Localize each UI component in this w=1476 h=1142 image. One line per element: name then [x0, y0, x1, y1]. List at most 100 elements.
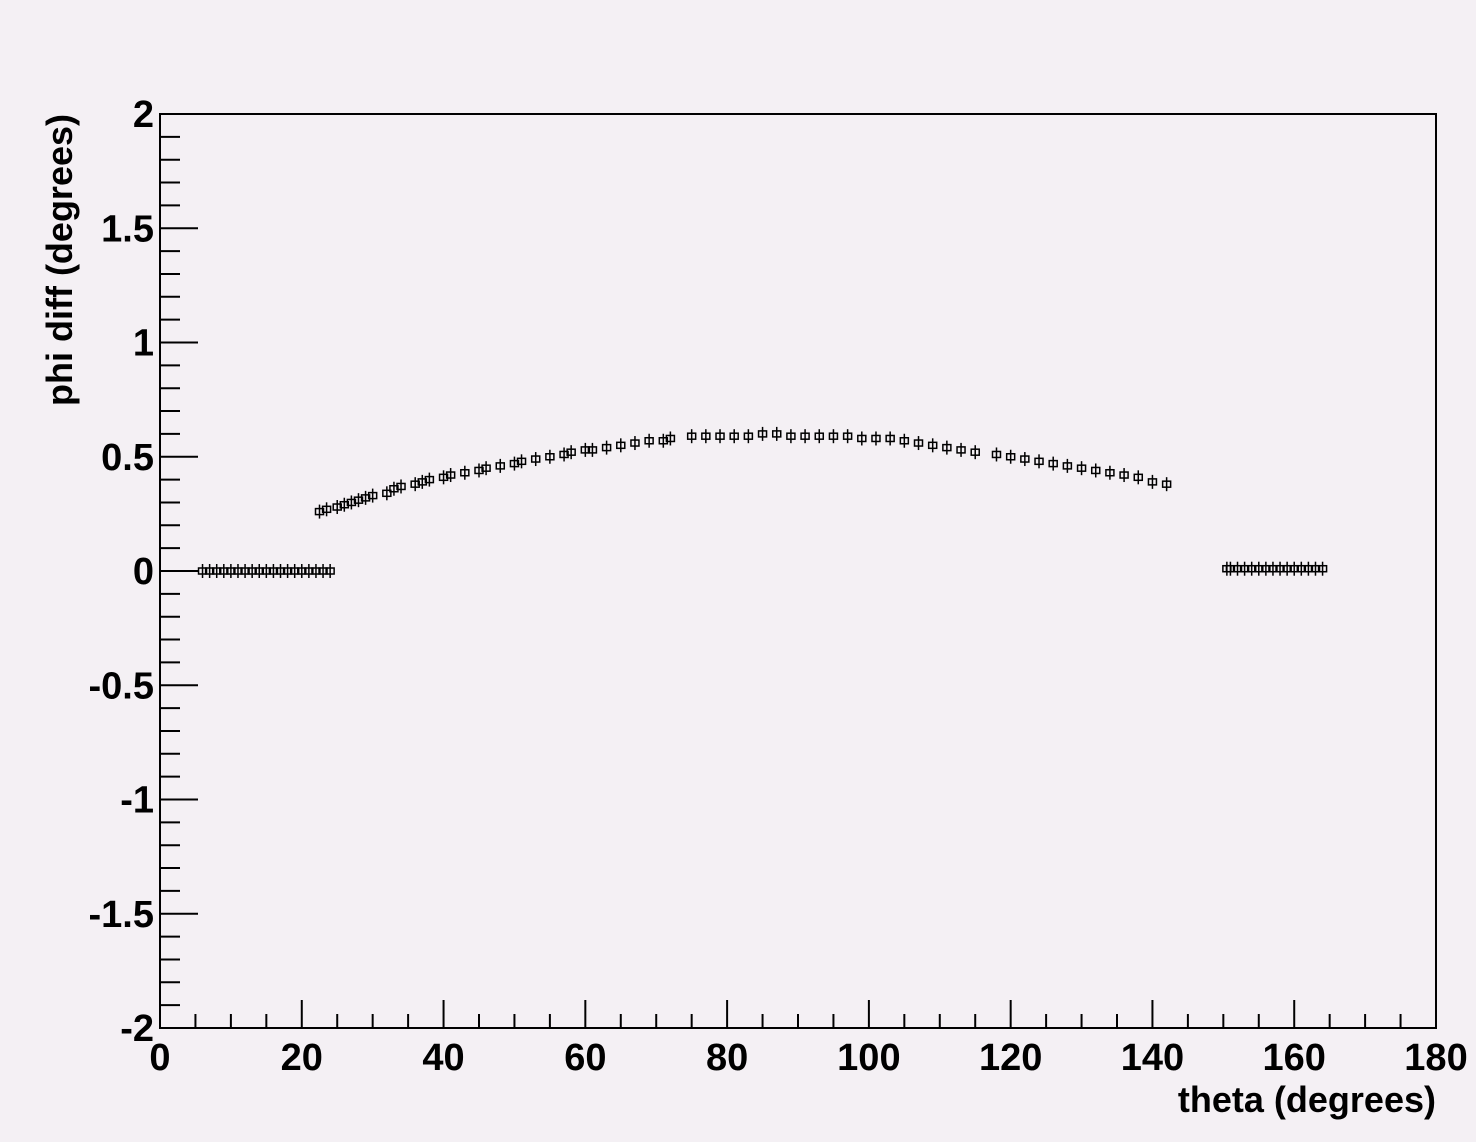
data-point: [325, 564, 335, 578]
point-marker: [311, 567, 321, 575]
data-point: [1310, 561, 1321, 576]
x-tick-label: 80: [706, 1037, 748, 1079]
point-marker: [1048, 459, 1058, 468]
point-marker: [268, 567, 279, 575]
data-point: [1317, 561, 1328, 576]
data-point: [396, 479, 406, 494]
point-marker: [1005, 453, 1016, 461]
data-point: [481, 461, 491, 476]
x-tick-label: 140: [1121, 1037, 1184, 1079]
y-tick-label: 0.5: [101, 437, 154, 479]
data-point: [1034, 454, 1044, 469]
x-axis-ticks: [159, 1000, 1437, 1028]
point-marker: [1232, 564, 1243, 573]
data-point: [1254, 561, 1264, 576]
data-point: [1289, 561, 1299, 576]
data-point: [204, 564, 215, 578]
point-marker: [970, 448, 980, 456]
data-point: [289, 564, 300, 578]
data-point: [1076, 461, 1087, 476]
scatter-points: [197, 426, 1328, 578]
data-point: [268, 564, 279, 578]
data-point: [1282, 561, 1292, 576]
data-point: [321, 502, 332, 517]
point-marker: [1147, 478, 1158, 486]
point-marker: [587, 446, 598, 454]
point-marker: [1289, 564, 1299, 573]
data-point: [1020, 452, 1030, 467]
point-marker: [842, 432, 853, 440]
data-point: [233, 564, 243, 578]
y-tick-label: -1.5: [89, 894, 154, 936]
data-point: [771, 426, 782, 441]
point-marker: [942, 443, 952, 452]
data-point: [1296, 561, 1307, 576]
data-point: [942, 440, 952, 455]
point-marker: [715, 432, 725, 440]
data-point: [297, 564, 307, 578]
point-marker: [1303, 564, 1314, 573]
data-point: [899, 433, 910, 448]
data-point: [715, 429, 725, 444]
x-tick-label: 100: [837, 1037, 900, 1079]
point-marker: [1268, 564, 1278, 573]
data-point: [743, 429, 754, 444]
point-marker: [481, 464, 491, 472]
point-marker: [1020, 455, 1030, 463]
point-marker: [1246, 564, 1257, 573]
data-point: [786, 429, 796, 444]
point-marker: [1310, 564, 1321, 573]
data-point: [616, 438, 626, 453]
y-tick-label: -1: [120, 780, 154, 822]
data-point: [382, 486, 392, 501]
point-marker: [1282, 564, 1292, 573]
point-marker: [247, 567, 257, 575]
data-point: [1147, 474, 1158, 489]
data-point: [275, 564, 286, 578]
data-point: [566, 445, 576, 460]
data-point: [601, 440, 612, 455]
point-marker: [318, 567, 328, 575]
point-marker: [297, 567, 307, 575]
data-point: [445, 468, 456, 483]
point-marker: [828, 432, 839, 440]
data-point: [1225, 561, 1236, 576]
point-marker: [495, 462, 506, 470]
data-point: [913, 436, 924, 451]
data-point: [630, 436, 640, 451]
point-marker: [254, 567, 264, 575]
point-marker: [325, 567, 335, 575]
point-marker: [219, 567, 229, 575]
x-tick-label: 20: [281, 1037, 323, 1079]
data-point: [282, 564, 293, 578]
point-marker: [566, 448, 576, 456]
point-marker: [367, 491, 378, 500]
data-point: [1090, 463, 1101, 478]
y-axis-title: phi diff (degrees): [39, 114, 80, 406]
data-point: [516, 454, 527, 469]
point-marker: [991, 450, 1002, 459]
point-marker: [771, 430, 782, 438]
data-point: [1119, 468, 1129, 483]
point-marker: [226, 567, 236, 575]
point-marker: [1105, 468, 1115, 477]
point-marker: [871, 434, 881, 443]
y-tick-label: 1.5: [101, 208, 154, 250]
point-marker: [460, 468, 470, 477]
point-marker: [1076, 464, 1087, 472]
data-point: [247, 564, 257, 578]
data-point: [219, 564, 229, 578]
point-marker: [786, 432, 796, 440]
data-point: [424, 472, 435, 487]
data-point: [211, 564, 222, 578]
point-marker: [545, 453, 555, 461]
x-tick-label: 120: [979, 1037, 1042, 1079]
data-point: [991, 447, 1002, 462]
data-point: [927, 438, 938, 453]
point-marker: [956, 446, 966, 454]
x-tick-label: 60: [564, 1037, 606, 1079]
point-marker: [814, 432, 825, 440]
data-point: [828, 429, 839, 444]
point-marker: [1062, 462, 1073, 470]
